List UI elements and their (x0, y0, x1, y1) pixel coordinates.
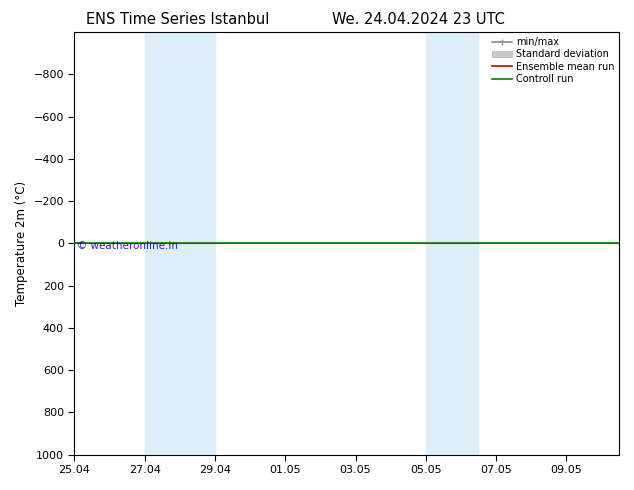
Text: ENS Time Series Istanbul: ENS Time Series Istanbul (86, 12, 269, 27)
Text: © weatheronline.in: © weatheronline.in (77, 241, 178, 251)
Text: We. 24.04.2024 23 UTC: We. 24.04.2024 23 UTC (332, 12, 505, 27)
Y-axis label: Temperature 2m (°C): Temperature 2m (°C) (15, 181, 28, 306)
Bar (426, 32, 479, 455)
Bar (145, 32, 215, 455)
Legend: min/max, Standard deviation, Ensemble mean run, Controll run: min/max, Standard deviation, Ensemble me… (489, 34, 617, 87)
